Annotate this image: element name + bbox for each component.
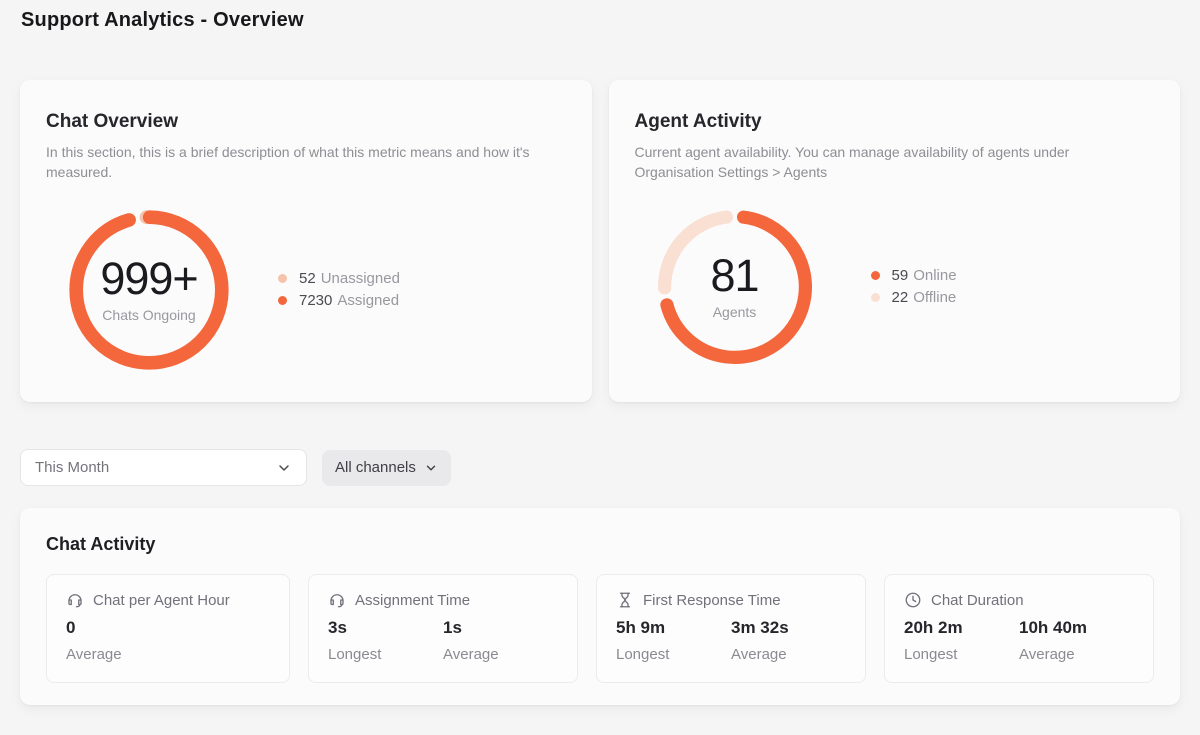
agent-activity-legend: 59 Online 22 Offline [870, 262, 957, 311]
time-range-select[interactable]: This Month [20, 449, 307, 486]
agent-activity-description: Current agent availability. You can mana… [634, 144, 1070, 180]
unassigned-label: Unassigned [320, 270, 400, 288]
online-dot-icon [870, 271, 880, 281]
unassigned-count: 52 [299, 270, 316, 288]
metric-stats: 5h 9m Longest 3m 32s Average [616, 618, 846, 663]
metric-title-row: First Response Time [616, 591, 846, 609]
chats-donut-chart: 999+ Chats Ongoing [58, 199, 240, 381]
metric-label: Chat Duration [931, 591, 1024, 609]
hourglass-icon [616, 591, 634, 609]
assigned-label: Assigned [337, 292, 400, 310]
stat-longest: 5h 9m Longest [616, 618, 731, 663]
metric-label: Assignment Time [355, 591, 471, 609]
offline-count: 22 [891, 289, 909, 307]
chats-donut-svg [69, 210, 229, 370]
stat-label: Average [1019, 646, 1075, 663]
metric-stats: 3s Longest 1s Average [328, 618, 558, 663]
agents-donut-center: 81 Agents [647, 199, 823, 375]
agents-donut-chart: 81 Agents [647, 199, 823, 375]
stat-label: Longest [616, 646, 670, 663]
metrics-row: Chat per Agent Hour 0 Average Assignment… [46, 574, 1154, 683]
time-range-value: This Month [35, 459, 110, 476]
chat-overview-card: Chat Overview In this section, this is a… [20, 80, 592, 402]
chat-activity-title: Chat Activity [46, 534, 156, 554]
stat-label: Average [66, 646, 122, 663]
legend-item-online: 59 Online [870, 267, 957, 285]
channel-filter-value: All channels [335, 459, 416, 476]
channel-filter-chip[interactable]: All channels [322, 449, 451, 486]
stat-value: 5h 9m [616, 618, 666, 637]
agents-label: Agents [712, 304, 757, 321]
agents-value: 81 [710, 250, 759, 302]
legend-item-offline: 22 Offline [870, 289, 957, 307]
legend-item-assigned: 7230 Assigned [278, 292, 400, 309]
filters-row: This Month All channels [20, 449, 1180, 486]
metric-title-row: Assignment Time [328, 591, 558, 609]
stat-average: 0 Average [66, 618, 181, 663]
metric-stats: 20h 2m Longest 10h 40m Average [904, 618, 1134, 663]
agent-activity-title: Agent Activity [634, 111, 762, 132]
chevron-down-icon [424, 461, 438, 475]
metric-card-first-response-time: First Response Time 5h 9m Longest 3m 32s… [596, 574, 866, 683]
metric-label: Chat per Agent Hour [93, 591, 230, 609]
stat-value: 1s [443, 618, 462, 637]
offline-dot-icon [870, 293, 880, 303]
stat-value: 0 [66, 618, 76, 637]
metric-stats: 0 Average [66, 618, 270, 663]
chats-ongoing-value: 999+ [100, 253, 198, 305]
stat-longest: 3s Longest [328, 618, 443, 663]
stat-label: Average [731, 646, 787, 663]
stat-label: Longest [328, 646, 382, 663]
metric-card-chat-per-agent-hour: Chat per Agent Hour 0 Average [46, 574, 290, 683]
offline-label: Offline [913, 289, 957, 307]
metric-title-row: Chat per Agent Hour [66, 591, 270, 609]
assigned-dot-icon [278, 296, 287, 306]
metric-card-assignment-time: Assignment Time 3s Longest 1s Average [308, 574, 578, 683]
stat-average: 10h 40m Average [1019, 618, 1134, 663]
agent-activity-card: Agent Activity Current agent availabilit… [608, 80, 1180, 402]
stat-label: Average [443, 646, 499, 663]
agent-activity-chart-row: 81 Agents 59 Online 22 Offline [635, 199, 1155, 375]
chevron-down-icon [276, 460, 292, 476]
clock-icon [904, 591, 922, 609]
chat-overview-chart-row: 999+ Chats Ongoing 52 Unassigned 7230 As… [46, 199, 566, 381]
chat-overview-legend: 52 Unassigned 7230 Assigned [278, 265, 400, 314]
stat-longest: 20h 2m Longest [904, 618, 1019, 663]
chat-overview-title: Chat Overview [46, 111, 178, 132]
assigned-count: 7230 [299, 292, 333, 310]
headset-icon [328, 591, 346, 609]
unassigned-dot-icon [278, 274, 287, 284]
legend-item-unassigned: 52 Unassigned [278, 270, 400, 287]
stat-value: 3s [328, 618, 347, 637]
metric-card-chat-duration: Chat Duration 20h 2m Longest 10h 40m Ave… [884, 574, 1154, 683]
headset-icon [66, 591, 84, 609]
stat-value: 3m 32s [731, 618, 789, 637]
overview-cards-row: Chat Overview In this section, this is a… [20, 80, 1180, 402]
online-count: 59 [891, 267, 909, 285]
chats-donut-center: 999+ Chats Ongoing [58, 199, 240, 381]
stat-value: 10h 40m [1019, 618, 1088, 637]
chat-overview-description: In this section, this is a brief descrip… [46, 144, 530, 180]
chat-activity-panel: Chat Activity Chat per Agent Hour 0 Aver… [20, 508, 1180, 705]
chats-ongoing-label: Chats Ongoing [102, 307, 196, 324]
stat-label: Longest [904, 646, 958, 663]
online-label: Online [913, 267, 957, 285]
metric-label: First Response Time [643, 591, 781, 609]
metric-title-row: Chat Duration [904, 591, 1134, 609]
page-title: Support Analytics - Overview [21, 9, 304, 31]
agents-donut-svg [657, 209, 812, 364]
stat-value: 20h 2m [904, 618, 963, 637]
stat-average: 1s Average [443, 618, 558, 663]
stat-average: 3m 32s Average [731, 618, 846, 663]
